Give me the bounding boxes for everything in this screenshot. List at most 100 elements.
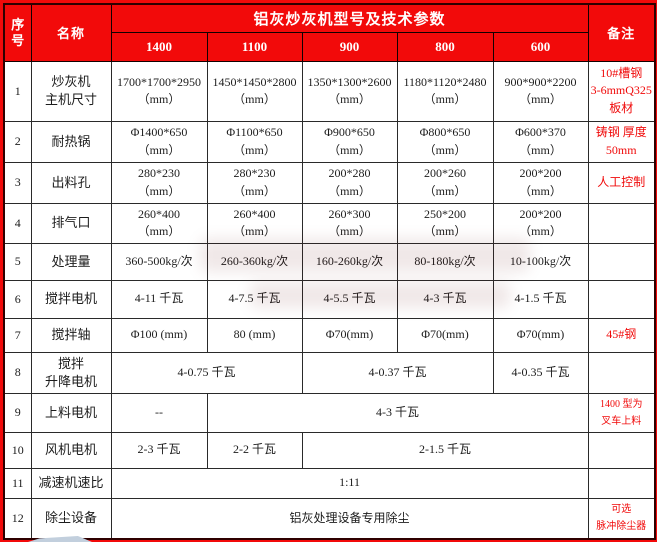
- table-row: 6 搅拌电机 4-11 千瓦 4-7.5 千瓦 4-5.5 千瓦 4-3 千瓦 …: [3, 279, 656, 319]
- column-header-remark: 备注: [587, 3, 656, 62]
- value-cell: 4-5.5 千瓦: [301, 279, 398, 319]
- value-cell: 1180*1120*2480 （mm）: [396, 60, 494, 122]
- value-cell: 10-100kg/次: [492, 242, 589, 281]
- table-row: 1 炒灰机 主机尺寸 1700*1700*2950 （mm） 1450*1450*2…: [3, 60, 656, 122]
- value-cell: 260-360kg/次: [206, 242, 303, 281]
- value-cell: Φ1400*650 （mm）: [110, 120, 208, 163]
- remark-cell: 人工控制: [587, 161, 656, 204]
- table-row: 12 除尘设备 铝灰处理设备专用除尘 可选 脉冲除尘器: [3, 497, 656, 540]
- value-cell: Φ1100*650 （mm）: [206, 120, 303, 163]
- value-cell: 4-0.35 千瓦: [492, 351, 589, 394]
- column-header-serial: 序 号: [3, 3, 32, 62]
- value-cell: Φ800*650 （mm）: [396, 120, 494, 163]
- value-cell: 260*400 （mm）: [206, 202, 303, 244]
- table-row: 2 耐热锅 Φ1400*650 （mm） Φ1100*650 （mm） Φ900*6…: [3, 120, 656, 163]
- value-cell: 200*280 （mm）: [301, 161, 398, 204]
- row-number: 9: [3, 392, 32, 433]
- value-cell: 200*200 （mm）: [492, 161, 589, 204]
- row-number: 8: [3, 351, 32, 394]
- row-number: 7: [3, 317, 32, 353]
- column-header-model-1100: 1100: [206, 31, 303, 62]
- value-cell: 280*230 （mm）: [110, 161, 208, 204]
- row-name: 上料电机: [30, 392, 112, 433]
- value-cell: 2-2 千瓦: [206, 431, 303, 469]
- remark-cell: 可选 脉冲除尘器: [587, 497, 656, 540]
- remark-cell: 铸钢 厚度 50mm: [587, 120, 656, 163]
- value-cell: 铝灰处理设备专用除尘: [110, 497, 589, 540]
- row-name: 排气口: [30, 202, 112, 244]
- row-number: 1: [3, 60, 32, 122]
- value-cell: 1:11: [110, 467, 589, 499]
- remark-cell: [587, 202, 656, 244]
- value-cell: Φ70(mm): [301, 317, 398, 353]
- row-name: 搅拌 升降电机: [30, 351, 112, 394]
- value-cell: 4-3 千瓦: [206, 392, 589, 433]
- value-cell: 1450*1450*2800 （mm）: [206, 60, 303, 122]
- value-cell: 260*400 （mm）: [110, 202, 208, 244]
- value-cell: Φ900*650 （mm）: [301, 120, 398, 163]
- table-row: 8 搅拌 升降电机 4-0.75 千瓦 4-0.37 千瓦 4-0.35 千瓦: [3, 351, 656, 394]
- table-row: 9 上料电机 -- 4-3 千瓦 1400 型为 叉车上料: [3, 392, 656, 433]
- value-cell: 360-500kg/次: [110, 242, 208, 281]
- remark-cell: [587, 242, 656, 281]
- column-header-model-600: 600: [492, 31, 589, 62]
- value-cell: 2-1.5 千瓦: [301, 431, 589, 469]
- value-cell: Φ100 (mm): [110, 317, 208, 353]
- value-cell: 260*300 （mm）: [301, 202, 398, 244]
- value-cell: 80-180kg/次: [396, 242, 494, 281]
- value-cell: 4-3 千瓦: [396, 279, 494, 319]
- remark-cell: [587, 279, 656, 319]
- row-name: 除尘设备: [30, 497, 112, 540]
- table-row: 11 减速机速比 1:11: [3, 467, 656, 499]
- value-cell: 1350*1300*2600 （mm）: [301, 60, 398, 122]
- column-header-model-1400: 1400: [110, 31, 208, 62]
- value-cell: 280*230 （mm）: [206, 161, 303, 204]
- spec-table: 序 号 名称 铝灰炒灰机型号及技术参数 备注 1400 1100 900 800…: [3, 3, 657, 540]
- row-number: 11: [3, 467, 32, 499]
- value-cell: Φ70(mm): [492, 317, 589, 353]
- remark-cell: 10#槽钢 3-6mmQ325 板材: [587, 60, 656, 122]
- value-cell: Φ70(mm): [396, 317, 494, 353]
- value-cell: 200*200 （mm）: [492, 202, 589, 244]
- value-cell: 4-7.5 千瓦: [206, 279, 303, 319]
- row-number: 2: [3, 120, 32, 163]
- remark-cell: [587, 467, 656, 499]
- row-name: 出料孔: [30, 161, 112, 204]
- value-cell: 900*900*2200 （mm）: [492, 60, 589, 122]
- row-number: 10: [3, 431, 32, 469]
- row-name: 处理量: [30, 242, 112, 281]
- row-number: 5: [3, 242, 32, 281]
- table-row: 10 风机电机 2-3 千瓦 2-2 千瓦 2-1.5 千瓦: [3, 431, 656, 469]
- remark-cell: [587, 431, 656, 469]
- value-cell: Φ600*370 （mm）: [492, 120, 589, 163]
- row-name: 耐热锅: [30, 120, 112, 163]
- value-cell: 4-0.75 千瓦: [110, 351, 303, 394]
- remark-cell: [587, 351, 656, 394]
- value-cell: 4-11 千瓦: [110, 279, 208, 319]
- table-title: 铝灰炒灰机型号及技术参数: [110, 3, 589, 33]
- value-cell: 80 (mm): [206, 317, 303, 353]
- column-header-model-900: 900: [301, 31, 398, 62]
- value-cell: 4-1.5 千瓦: [492, 279, 589, 319]
- row-number: 6: [3, 279, 32, 319]
- table-row: 4 排气口 260*400 （mm） 260*400 （mm） 260*300 （mm…: [3, 202, 656, 244]
- row-number: 4: [3, 202, 32, 244]
- table-row: 7 搅拌轴 Φ100 (mm) 80 (mm) Φ70(mm) Φ70(mm) …: [3, 317, 656, 353]
- value-cell: 4-0.37 千瓦: [301, 351, 494, 394]
- row-name: 炒灰机 主机尺寸: [30, 60, 112, 122]
- header-row-models: 1400 1100 900 800 600: [4, 31, 655, 62]
- value-cell: 250*200 （mm）: [396, 202, 494, 244]
- value-cell: --: [110, 392, 208, 433]
- value-cell: 200*260 （mm）: [396, 161, 494, 204]
- row-number: 12: [3, 497, 32, 540]
- table-row: 5 处理量 360-500kg/次 260-360kg/次 160-260kg/…: [3, 242, 656, 281]
- value-cell: 1700*1700*2950 （mm）: [110, 60, 208, 122]
- row-name: 减速机速比: [30, 467, 112, 499]
- row-number: 3: [3, 161, 32, 204]
- column-header-model-800: 800: [396, 31, 494, 62]
- remark-cell: 1400 型为 叉车上料: [587, 392, 656, 433]
- column-header-name: 名称: [30, 3, 112, 62]
- row-name: 搅拌电机: [30, 279, 112, 319]
- header-row-title: 序 号 名称 铝灰炒灰机型号及技术参数 备注: [3, 3, 656, 62]
